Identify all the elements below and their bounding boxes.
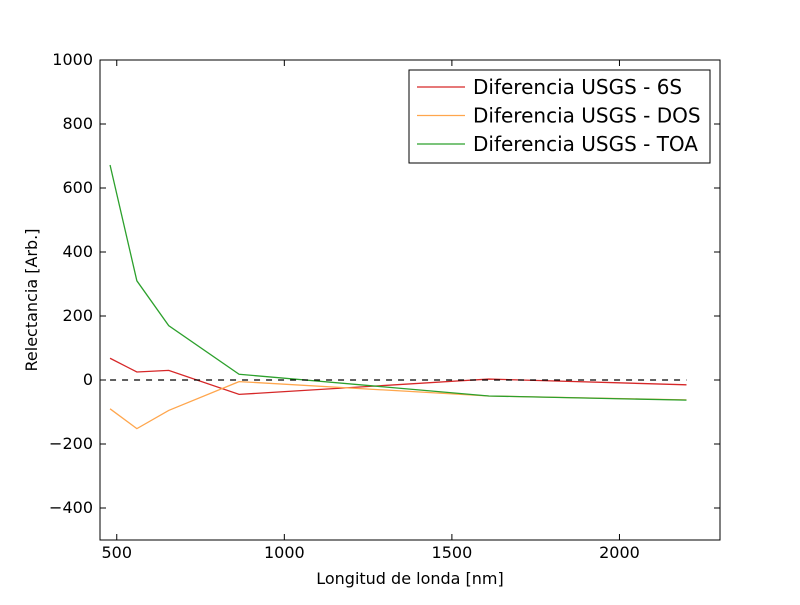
y-tick-label: 400	[62, 242, 93, 261]
y-axis-label: Relectancia [Arb.]	[22, 229, 41, 372]
y-tick-label: 1000	[52, 50, 93, 69]
x-axis-label: Longitud de londa [nm]	[316, 569, 504, 588]
x-tick-label: 1500	[432, 543, 473, 562]
y-tick-label: 200	[62, 306, 93, 325]
legend-label-2: Diferencia USGS - DOS	[473, 104, 701, 128]
legend-label-3: Diferencia USGS - TOA	[473, 132, 698, 156]
y-tick-label: −200	[49, 434, 93, 453]
x-tick-label: 2000	[599, 543, 640, 562]
y-tick-label: 800	[62, 114, 93, 133]
x-tick-label: 500	[101, 543, 132, 562]
y-tick-label: 0	[83, 370, 93, 389]
series-line-3	[109, 164, 687, 401]
ticks-layer: 500 1000 1500 2000 −400 −200 0 200 400 600 800 1000	[49, 50, 720, 562]
plot-frame	[99, 59, 721, 541]
x-tick-label: 1000	[264, 543, 305, 562]
legend: Diferencia USGS - 6S Diferencia USGS - DO…	[408, 69, 711, 164]
y-tick-label: 600	[62, 178, 93, 197]
legend-box	[408, 69, 711, 164]
y-tick-label: −400	[49, 498, 93, 517]
legend-label-1: Diferencia USGS - 6S	[473, 75, 682, 99]
